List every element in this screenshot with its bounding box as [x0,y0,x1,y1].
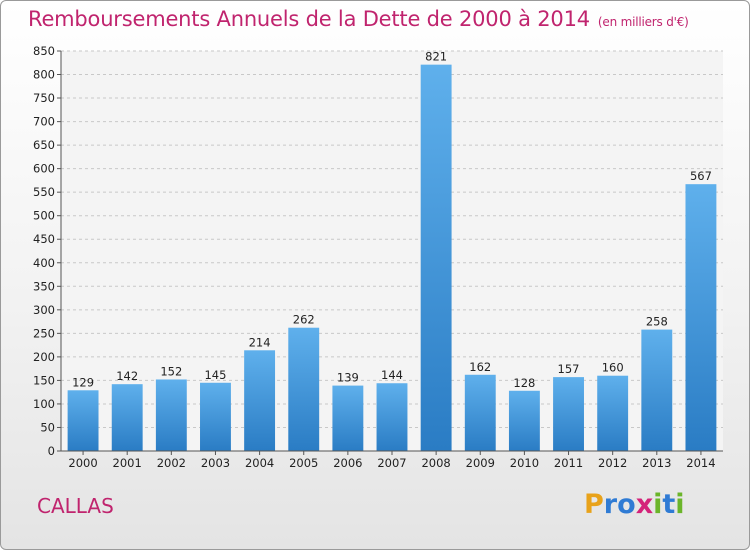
bar-value-label: 214 [249,335,271,349]
bar-2001 [111,384,143,451]
bar-value-label: 144 [381,368,403,382]
bar-2004 [244,350,276,451]
bar-value-label: 152 [160,364,182,378]
bar-2000 [67,390,99,451]
y-tick-label: 700 [33,115,55,129]
bar-value-label: 139 [337,371,359,385]
bar-value-label: 262 [293,313,315,327]
bar-2002 [155,379,187,451]
x-tick-label: 2007 [377,456,406,470]
y-tick-label: 250 [33,326,55,340]
y-tick-label: 150 [33,373,55,387]
bar-2003 [200,382,231,451]
bar-2007 [376,383,408,451]
bar-2012 [597,375,629,451]
x-tick-label: 2001 [113,456,142,470]
y-tick-label: 550 [33,185,55,199]
chart-title: Remboursements Annuels de la Dette de 20… [28,7,689,31]
chart-subtitle: (en milliers d'€) [597,15,689,29]
x-tick-label: 2011 [554,456,583,470]
logo-letter: i [653,489,663,520]
y-tick-label: 600 [33,162,55,176]
bar-value-label: 129 [72,375,94,389]
y-tick-label: 100 [33,397,55,411]
y-tick-label: 750 [33,91,55,105]
bar-2014 [685,184,717,452]
bar-value-label: 160 [602,361,624,375]
bar-value-label: 142 [116,369,138,383]
logo-letter: r [603,489,618,520]
x-tick-label: 2006 [333,456,362,470]
commune-name: CALLAS [37,494,114,518]
x-tick-label: 2002 [157,456,186,470]
y-tick-label: 350 [33,279,55,293]
y-tick-label: 300 [33,303,55,317]
y-tick-label: 500 [33,209,55,223]
proxiti-logo: Proxiti [584,489,685,520]
x-tick-label: 2003 [201,456,230,470]
x-tick-label: 2014 [686,456,715,470]
y-tick-label: 450 [33,232,55,246]
logo-letter: o [617,489,636,520]
bar-value-label: 128 [513,376,535,390]
bar-2013 [641,329,673,451]
x-tick-label: 2008 [421,456,450,470]
bar-2010 [508,390,540,451]
x-tick-label: 2010 [510,456,539,470]
x-tick-label: 2004 [245,456,274,470]
x-tick-label: 2005 [289,456,318,470]
logo-letter: x [635,489,654,520]
y-tick-label: 850 [33,44,55,58]
x-tick-label: 2009 [466,456,495,470]
y-tick-label: 0 [48,444,55,458]
bar-value-label: 821 [425,50,447,64]
bar-2011 [553,377,584,451]
bar-2009 [464,374,496,451]
bar-value-label: 162 [469,360,491,374]
bar-value-label: 567 [690,169,712,183]
y-tick-label: 50 [40,420,55,434]
bar-2005 [288,327,320,451]
x-tick-label: 2012 [598,456,627,470]
logo-letter: t [662,489,676,520]
bar-2006 [332,385,364,451]
bar-2008 [420,64,452,451]
logo-letter: P [584,489,604,520]
bar-value-label: 157 [558,362,580,376]
y-tick-label: 800 [33,68,55,82]
bar-value-label: 145 [204,368,226,382]
x-tick-label: 2000 [68,456,97,470]
chart-title-text: Remboursements Annuels de la Dette de 20… [28,7,590,31]
bar-value-label: 258 [646,315,668,329]
logo-letter: i [675,489,685,520]
y-tick-label: 400 [33,256,55,270]
x-tick-label: 2013 [642,456,671,470]
y-tick-label: 200 [33,350,55,364]
y-tick-label: 650 [33,138,55,152]
